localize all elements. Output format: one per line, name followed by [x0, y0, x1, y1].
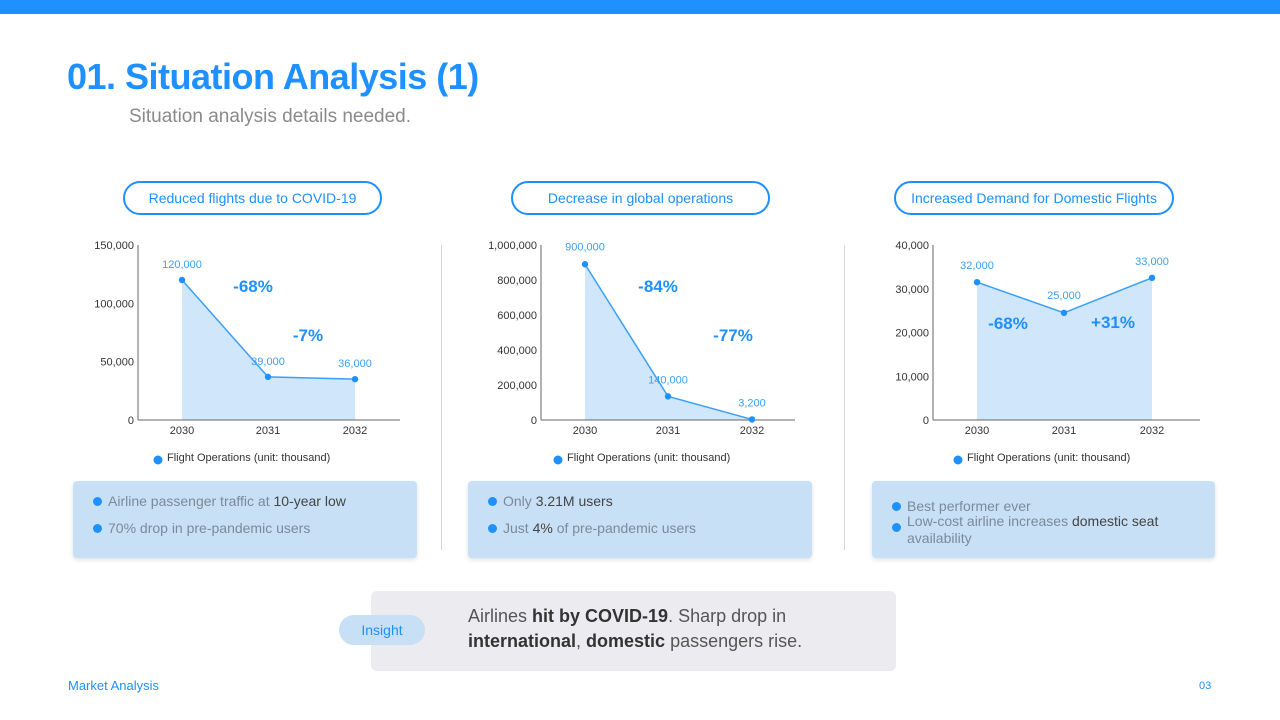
change-annotation: -68%	[233, 277, 273, 296]
data-label: 36,000	[338, 358, 372, 370]
list-item: Best performer ever	[892, 498, 1199, 515]
y-tick-label: 10,000	[895, 371, 929, 383]
data-label: 33,000	[1135, 256, 1169, 268]
legend-marker-icon	[153, 455, 163, 465]
x-tick-label: 2030	[573, 425, 597, 437]
top-accent-bar	[0, 0, 1280, 14]
insight-card	[371, 591, 896, 671]
y-tick-label: 200,000	[497, 380, 537, 392]
x-tick-label: 2032	[343, 425, 367, 437]
data-point	[178, 276, 186, 284]
x-tick-label: 2030	[170, 425, 194, 437]
list-item: Only 3.21M users	[488, 493, 796, 510]
change-annotation: -68%	[988, 314, 1028, 333]
data-point	[664, 393, 672, 400]
y-tick-label: 800,000	[497, 275, 537, 287]
data-point	[264, 373, 272, 381]
bullet-dot-icon	[892, 523, 901, 532]
y-tick-label: 30,000	[895, 284, 929, 296]
x-tick-label: 2032	[1140, 425, 1164, 437]
data-point	[1060, 309, 1068, 317]
change-annotation: +31%	[1091, 313, 1135, 332]
bullet-dot-icon	[892, 502, 901, 511]
x-tick-label: 2031	[256, 425, 280, 437]
bullet-dot-icon	[93, 524, 102, 533]
y-tick-label: 150,000	[94, 240, 134, 252]
data-point	[748, 416, 756, 423]
footer-section-label: Market Analysis	[68, 678, 160, 693]
bullet-dot-icon	[93, 497, 102, 506]
section-pill-covid: Reduced flights due to COVID-19	[123, 181, 382, 215]
list-item: Airline passenger traffic at 10-year low	[93, 493, 401, 510]
data-label: 25,000	[1047, 290, 1081, 302]
series-area	[585, 264, 752, 420]
y-tick-label: 100,000	[94, 298, 134, 310]
section-pill-domestic: Increased Demand for Domestic Flights	[894, 181, 1174, 215]
data-point	[581, 261, 589, 268]
y-tick-label: 1,000,000	[488, 240, 537, 252]
data-label: 140,000	[648, 374, 688, 386]
legend-label: Flight Operations (unit: thousand)	[567, 452, 730, 464]
list-item: 70% drop in pre-pandemic users	[93, 520, 401, 537]
legend-marker-icon	[553, 455, 563, 465]
data-label: 32,000	[960, 260, 994, 272]
y-tick-label: 0	[531, 415, 537, 427]
x-tick-label: 2030	[965, 425, 989, 437]
y-tick-label: 0	[923, 415, 929, 427]
data-label: 120,000	[162, 259, 202, 271]
data-label: 39,000	[251, 356, 285, 368]
summary-box-covid: Airline passenger traffic at 10-year low…	[73, 481, 417, 558]
column-divider	[844, 245, 845, 550]
insight-tag: Insight	[339, 615, 425, 645]
bullet-dot-icon	[488, 524, 497, 533]
series-area	[977, 277, 1152, 420]
summary-box-domestic: Best performer ever Low-cost airline inc…	[872, 481, 1215, 558]
page-number: 03	[1199, 680, 1212, 692]
y-tick-label: 40,000	[895, 240, 929, 252]
insight-text: Airlines hit by COVID-19. Sharp drop in …	[468, 606, 803, 651]
column-divider	[441, 245, 442, 550]
legend-marker-icon	[953, 455, 963, 465]
bullet-dot-icon	[488, 497, 497, 506]
y-tick-label: 50,000	[100, 357, 134, 369]
summary-box-global: Only 3.21M users Just 4% of pre-pandemic…	[468, 481, 812, 558]
data-point	[1148, 274, 1156, 282]
x-tick-label: 2031	[1052, 425, 1076, 437]
series-area	[182, 280, 355, 420]
x-tick-label: 2031	[656, 425, 680, 437]
legend-label: Flight Operations (unit: thousand)	[167, 452, 330, 464]
section-pill-global: Decrease in global operations	[511, 181, 770, 215]
data-label: 900,000	[565, 241, 605, 253]
chart-global-operations: 0 200,000 400,000 600,000 800,000 1,000,000 20…	[488, 240, 795, 465]
data-point	[351, 375, 359, 383]
y-tick-label: 0	[128, 415, 134, 427]
page-subtitle: Situation analysis details needed.	[129, 106, 412, 127]
y-tick-label: 20,000	[895, 328, 929, 340]
change-annotation: -77%	[713, 326, 753, 345]
y-tick-label: 400,000	[497, 345, 537, 357]
page-title: 01. Situation Analysis (1)	[67, 56, 479, 97]
list-item: Just 4% of pre-pandemic users	[488, 520, 796, 537]
legend-label: Flight Operations (unit: thousand)	[967, 452, 1130, 464]
list-item: Low-cost airline increases domestic seat…	[892, 513, 1199, 547]
data-point	[973, 278, 981, 286]
change-annotation: -7%	[293, 326, 323, 345]
chart-domestic-demand: 0 10,000 20,000 30,000 40,000 2030 2031 2032 32,…	[895, 240, 1200, 465]
data-label: 3,200	[738, 397, 766, 409]
chart-covid-flights: 0 50,000 100,000 150,000 2030 2031 2032 120,000…	[94, 240, 400, 465]
x-tick-label: 2032	[740, 425, 764, 437]
change-annotation: -84%	[638, 277, 678, 296]
y-tick-label: 600,000	[497, 310, 537, 322]
